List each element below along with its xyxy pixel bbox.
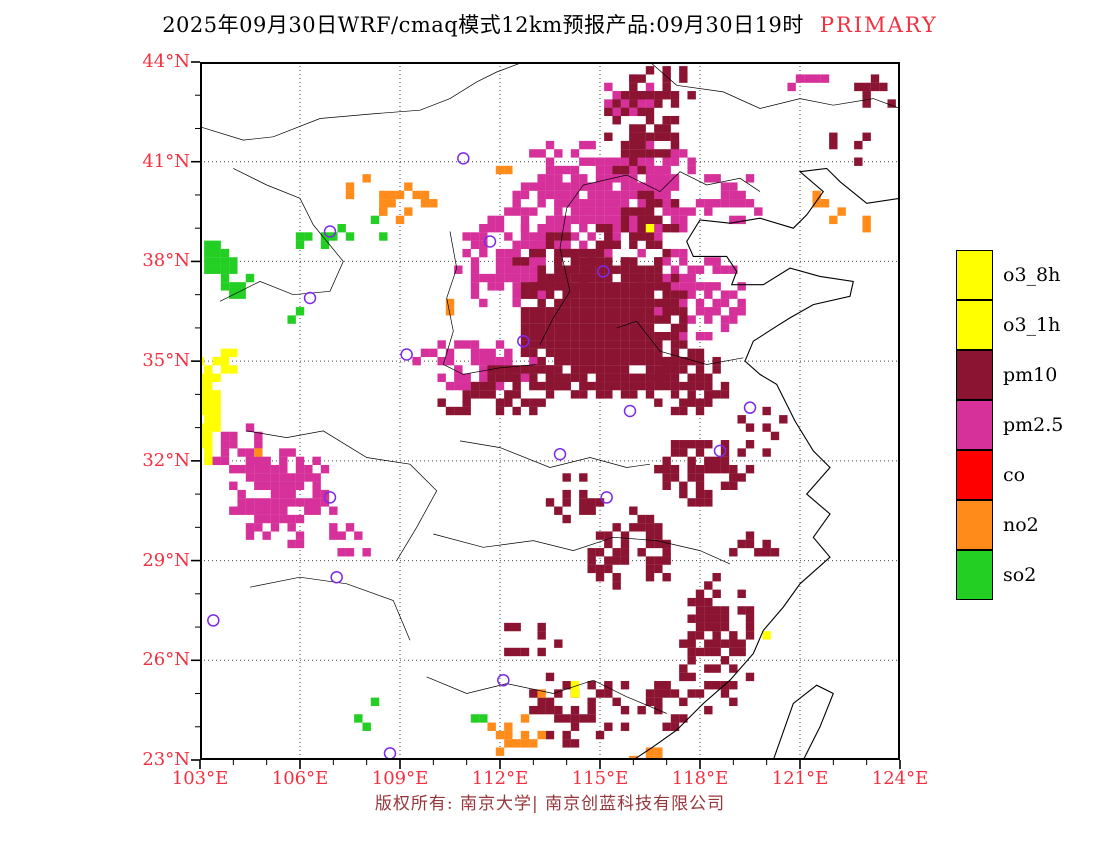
legend-label: o3_1h: [1003, 314, 1061, 336]
coastline-borders-layer: [200, 62, 900, 760]
legend-label: pm2.5: [1003, 414, 1064, 436]
taiwan-outline: [772, 684, 834, 760]
lon-tick-label: 106°E: [271, 768, 329, 789]
page-title: 2025年09月30日WRF/cmaq模式12km预报产品:09月30日19时 P…: [0, 9, 1100, 39]
pollutant-legend: o3_8h o3_1h pm10 pm2.5 co no2 so2: [956, 249, 1064, 600]
province-border: [566, 171, 761, 209]
pm10-color-swatch: [956, 349, 993, 400]
station-circle-marker: [517, 334, 530, 348]
no2-color-swatch: [956, 499, 993, 550]
lon-tick-label: 115°E: [571, 768, 629, 789]
station-circle-marker: [323, 491, 337, 504]
lat-tick-label: 26°N: [142, 649, 190, 671]
forecast-map: [191, 61, 901, 769]
pollutant-cells-layer: [200, 66, 896, 760]
legend-item-o3_1h: o3_1h: [956, 299, 1063, 350]
legend-label: co: [1003, 464, 1026, 486]
province-border: [249, 576, 411, 641]
lat-tick-label: 38°N: [142, 250, 190, 272]
province-border: [616, 320, 744, 365]
station-markers-layer: [207, 152, 757, 760]
station-circle-marker: [483, 235, 497, 248]
legend-label: so2: [1003, 564, 1037, 586]
station-circle-marker: [743, 401, 757, 414]
lat-tick-label: 41°N: [142, 150, 190, 172]
station-circle-marker: [497, 673, 510, 687]
lon-tick-label: 124°E: [871, 768, 929, 789]
province-border: [426, 676, 667, 714]
legend-item-o3_8h: o3_8h: [956, 249, 1063, 300]
lon-tick-label: 118°E: [671, 768, 729, 789]
legend-item-pm10: pm10: [956, 349, 1063, 400]
o3_8h-color-swatch: [956, 249, 993, 300]
legend-label: pm10: [1003, 364, 1058, 386]
o3_1h-color-swatch: [956, 299, 993, 350]
lat-tick-label: 29°N: [142, 549, 190, 571]
station-circle-marker: [597, 265, 610, 278]
station-circle-marker: [713, 444, 727, 458]
legend-label: no2: [1003, 514, 1039, 536]
pm2.5-color-swatch: [956, 399, 993, 450]
title-main: 2025年09月30日WRF/cmaq模式12km预报产品:09月30日19时: [162, 13, 804, 37]
province-border: [459, 440, 651, 468]
title-primary-tag: PRIMARY: [819, 13, 938, 37]
lat-tick-label: 44°N: [142, 51, 190, 72]
lat-tick-label: 35°N: [142, 350, 190, 372]
province-border: [246, 430, 438, 561]
lat-tick-label: 23°N: [142, 749, 190, 770]
province-border: [442, 231, 537, 375]
so2-color-swatch: [956, 549, 993, 600]
station-circle-marker: [330, 570, 343, 584]
province-border: [539, 208, 571, 345]
station-circle-marker: [207, 614, 220, 627]
station-circle-marker: [323, 225, 337, 238]
co-color-swatch: [956, 449, 993, 500]
province-border: [433, 533, 731, 565]
lon-tick-label: 112°E: [471, 768, 529, 789]
legend-item-so2: so2: [956, 549, 1063, 600]
station-circle-marker: [400, 348, 413, 361]
axes-frame-layer: [191, 61, 901, 769]
legend-label: o3_8h: [1003, 264, 1061, 286]
station-circle-marker: [600, 491, 613, 504]
lon-tick-label: 103°E: [171, 768, 229, 789]
station-circle-marker: [623, 404, 637, 418]
lat-tick-label: 32°N: [142, 449, 190, 471]
coastline: [632, 167, 900, 760]
legend-item-no2: no2: [956, 499, 1063, 550]
province-border: [200, 62, 524, 141]
station-circle-marker: [553, 447, 567, 461]
lon-tick-label: 121°E: [771, 768, 829, 789]
province-border: [219, 168, 344, 302]
station-circle-marker: [457, 152, 470, 165]
copyright-footer: 版权所有: 南京大学| 南京创蓝科技有限公司: [374, 794, 726, 814]
legend-item-co: co: [956, 449, 1063, 500]
legend-item-pm2.5: pm2.5: [956, 399, 1064, 450]
station-circle-marker: [383, 747, 397, 760]
lon-tick-label: 109°E: [371, 768, 429, 789]
province-border: [649, 62, 900, 109]
station-circle-marker: [303, 291, 317, 305]
